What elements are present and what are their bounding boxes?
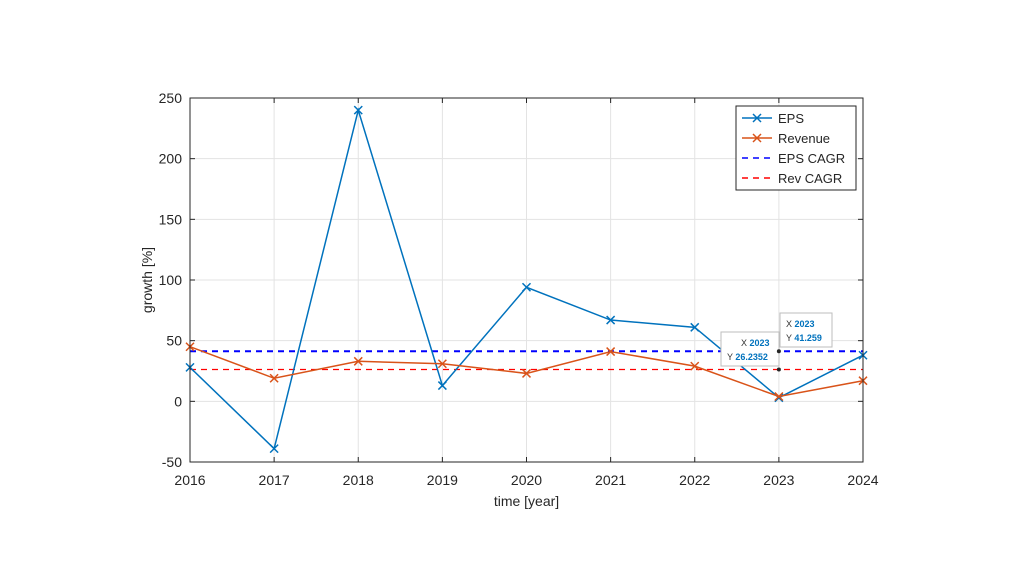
series-0-point <box>521 282 532 292</box>
x-axis-label: time [year] <box>494 493 559 509</box>
data-tips: X 2023 Y 26.2352 X 2023 Y 41.259 <box>720 312 833 372</box>
series-1-point <box>437 359 447 369</box>
series-0-point <box>437 381 447 391</box>
series-1-point <box>353 356 363 366</box>
legend-label: Revenue <box>778 131 830 146</box>
x-tick-label: 2022 <box>679 472 710 488</box>
y-tick-label: 100 <box>159 272 183 288</box>
y-tick-label: 200 <box>159 151 183 167</box>
y-tick-label: 250 <box>159 90 183 106</box>
data-tip-y-row: Y 26.2352 <box>727 352 768 362</box>
legend-label: Rev CAGR <box>778 171 842 186</box>
y-axis-label: growth [%] <box>139 247 155 313</box>
legend-entry-2: EPS CAGR <box>742 151 845 166</box>
x-tick-label: 2017 <box>259 472 290 488</box>
legend-marker <box>752 133 762 143</box>
y-tick-label: 0 <box>174 393 182 409</box>
x-tick-label: 2019 <box>427 472 458 488</box>
y-tick-label: -50 <box>162 454 182 470</box>
reference-lines <box>190 350 863 371</box>
y-tick-label: 50 <box>166 333 182 349</box>
legend-entry-3: Rev CAGR <box>742 171 842 186</box>
x-tick-label: 2020 <box>511 472 542 488</box>
legend-entry-0: EPS <box>742 111 804 126</box>
y-tick-label: 150 <box>159 211 183 227</box>
legend-label: EPS <box>778 111 804 126</box>
data-tip: X 2023 Y 26.2352 <box>720 331 781 372</box>
series-1-point <box>606 347 616 357</box>
legend-label: EPS CAGR <box>778 151 845 166</box>
x-tick-label: 2018 <box>343 472 374 488</box>
series-1-point <box>690 361 700 371</box>
x-tick-label: 2023 <box>763 472 794 488</box>
data-tip-x-row: X 2023 <box>741 338 770 348</box>
series-0-point <box>690 322 700 332</box>
axis-ticks: 2016 2017 2018 2019 2020 2021 2022 2023 2024 -50 0… <box>159 90 879 488</box>
series-1-point <box>269 373 279 383</box>
data-tip-point <box>776 367 781 372</box>
data-tip-box <box>720 331 780 367</box>
legend-marker <box>752 113 762 123</box>
data-tip-box <box>779 312 833 348</box>
data-tip-point <box>776 349 781 354</box>
x-tick-label: 2021 <box>595 472 626 488</box>
data-tip: X 2023 Y 41.259 <box>776 312 833 354</box>
series-0-point <box>353 105 363 115</box>
x-tick-label: 2016 <box>174 472 205 488</box>
x-tick-label: 2024 <box>847 472 878 488</box>
legend-entry-1: Revenue <box>742 131 830 146</box>
series-1-point <box>521 368 532 378</box>
series-lines <box>185 105 868 454</box>
series-0-point <box>606 315 616 325</box>
data-tip-y-row: Y 41.259 <box>786 333 822 343</box>
data-tip-x-row: X 2023 <box>786 319 815 329</box>
legend[interactable]: EPS Revenue EPS CAGR Rev CAGR <box>735 105 857 191</box>
series-0-point <box>269 444 279 454</box>
series-1-point <box>774 391 784 402</box>
